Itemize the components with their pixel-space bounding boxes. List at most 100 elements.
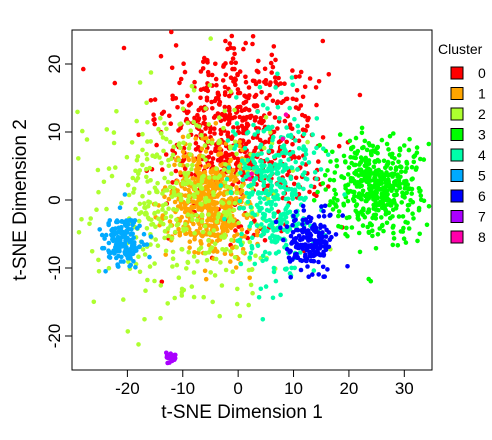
scatter-point — [102, 236, 107, 241]
scatter-point — [155, 180, 160, 186]
scatter-point — [421, 157, 427, 162]
scatter-point — [402, 186, 408, 191]
scatter-point — [166, 206, 171, 211]
scatter-point — [204, 257, 210, 263]
scatter-point — [136, 254, 141, 259]
scatter-point — [164, 353, 170, 358]
scatter-point — [417, 189, 422, 194]
scatter-point — [148, 234, 154, 239]
scatter-point — [368, 151, 374, 157]
scatter-point — [237, 143, 242, 149]
scatter-point — [357, 92, 363, 98]
scatter-point — [174, 262, 180, 268]
scatter-point — [360, 188, 366, 194]
scatter-point — [174, 180, 179, 186]
scatter-point — [328, 159, 333, 164]
scatter-point — [160, 203, 166, 208]
scatter-point — [117, 205, 123, 210]
scatter-point — [263, 81, 269, 86]
scatter-point — [258, 286, 264, 292]
scatter-point — [206, 182, 212, 188]
x-axis-title: t-SNE Dimension 1 — [161, 402, 323, 423]
scatter-point — [226, 169, 231, 174]
scatter-point — [384, 220, 390, 226]
scatter-point — [166, 233, 171, 239]
scatter-point — [287, 122, 293, 127]
scatter-point — [344, 225, 349, 231]
scatter-point — [106, 166, 112, 171]
scatter-point — [201, 59, 206, 65]
scatter-point — [291, 181, 297, 187]
scatter-point — [189, 167, 194, 172]
scatter-point — [334, 163, 340, 169]
scatter-point — [252, 261, 258, 267]
scatter-point — [255, 58, 261, 64]
scatter-point — [270, 98, 276, 104]
scatter-point — [388, 166, 394, 171]
scatter-point — [243, 74, 248, 80]
scatter-point — [297, 237, 303, 243]
scatter-point — [265, 192, 271, 198]
scatter-point — [414, 145, 420, 150]
scatter-point — [268, 80, 273, 85]
scatter-point — [162, 175, 167, 181]
scatter-point — [296, 155, 302, 160]
scatter-point — [213, 200, 219, 206]
scatter-point — [359, 125, 365, 131]
scatter-point — [229, 33, 235, 39]
scatter-point — [243, 106, 249, 111]
scatter-point — [96, 257, 101, 263]
scatter-point — [246, 267, 252, 273]
scatter-point — [321, 253, 327, 258]
scatter-point — [308, 215, 314, 221]
scatter-point — [252, 132, 257, 137]
scatter-point — [320, 264, 326, 270]
scatter-point — [75, 109, 80, 115]
scatter-point — [206, 122, 212, 127]
scatter-point — [369, 222, 375, 228]
scatter-point — [262, 66, 268, 72]
x-axis: -20 -10 0 10 20 30 — [115, 369, 414, 398]
scatter-point — [290, 230, 296, 235]
scatter-point — [288, 275, 294, 280]
scatter-point — [107, 218, 113, 223]
scatter-point — [222, 248, 228, 253]
scatter-point — [145, 203, 151, 209]
scatter-point — [358, 155, 364, 160]
scatter-point — [97, 227, 102, 232]
scatter-point — [222, 104, 228, 110]
scatter-point — [269, 70, 275, 75]
scatter-point — [211, 115, 217, 120]
scatter-point — [167, 360, 172, 365]
scatter-point — [219, 199, 224, 205]
scatter-point — [247, 176, 253, 182]
scatter-point — [199, 196, 204, 201]
scatter-point — [137, 201, 143, 207]
scatter-point — [283, 162, 288, 167]
scatter-point — [359, 196, 364, 202]
scatter-point — [237, 139, 242, 145]
scatter-point — [258, 168, 263, 173]
scatter-point — [314, 145, 319, 151]
scatter-point — [366, 229, 372, 235]
scatter-point — [268, 144, 274, 149]
scatter-point — [364, 179, 369, 184]
scatter-point — [226, 93, 232, 99]
scatter-point — [100, 245, 105, 251]
scatter-point — [394, 203, 399, 208]
scatter-point — [233, 139, 238, 145]
scatter-point — [295, 245, 301, 251]
scatter-point — [222, 90, 228, 95]
scatter-point — [155, 209, 161, 214]
scatter-point — [239, 231, 244, 237]
scatter-point — [300, 161, 305, 166]
scatter-point — [218, 131, 224, 136]
scatter-point — [227, 41, 232, 46]
scatter-point — [142, 317, 147, 322]
scatter-point — [293, 159, 299, 165]
scatter-point — [418, 193, 424, 198]
scatter-point — [250, 78, 256, 84]
scatter-point — [340, 213, 346, 218]
scatter-point — [229, 60, 234, 65]
scatter-point — [211, 190, 216, 195]
